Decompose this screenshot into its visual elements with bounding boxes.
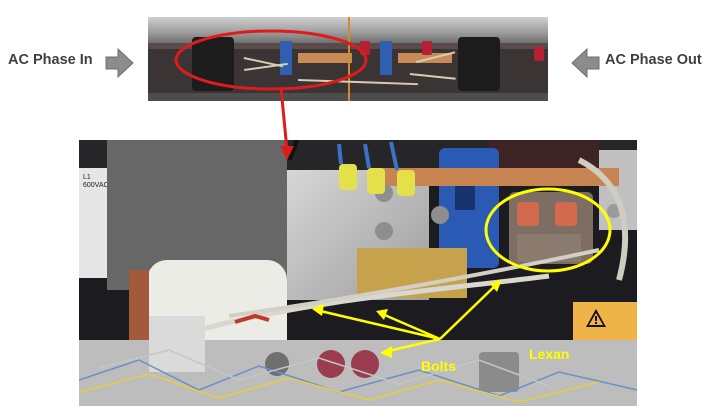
bolt-arrow (383, 337, 441, 354)
bolt-arrow (439, 282, 499, 340)
capacitor-top (317, 350, 345, 378)
copper-busbar (379, 168, 619, 186)
bolt-head (375, 222, 393, 240)
fuse-right (422, 41, 432, 55)
ring-terminal (339, 164, 357, 190)
busbar-overview-photo (148, 17, 548, 101)
ac-phase-in-label: AC Phase In (8, 52, 93, 68)
wire-harness (79, 140, 637, 403)
copper-coil-edge (129, 270, 149, 340)
connector-block (149, 316, 205, 372)
red-pointer-line (279, 87, 289, 151)
red-pointer-head (280, 146, 294, 160)
bolt-arrow-head (376, 309, 388, 320)
bolt-head (431, 206, 449, 224)
ring-terminal (367, 168, 385, 194)
arrow-left-icon (571, 47, 600, 79)
bolt-arrow-head (490, 279, 502, 292)
red-highlight-ellipse (174, 29, 368, 91)
ring-terminal (397, 170, 415, 196)
bolt-arrow-head (380, 346, 392, 358)
closeup-photo: L1 600VAC (79, 140, 637, 406)
busbar-left (298, 53, 352, 63)
bolt-arrow (379, 311, 441, 341)
warning-icon (586, 309, 606, 327)
fuse-edge (534, 47, 544, 61)
bolt-head (607, 204, 621, 218)
current-sensor-left (280, 41, 292, 75)
ac-phase-out-label: AC Phase Out (605, 52, 702, 68)
current-sensor-right (380, 41, 392, 75)
right-inductor (458, 37, 500, 91)
lexan-label: Lexan (529, 346, 570, 362)
bolt-arrow (315, 308, 441, 341)
fuse-left (360, 41, 370, 55)
orange-cable (348, 17, 350, 101)
bolt-arrow-head (312, 304, 324, 316)
bolts-label: Bolts (421, 358, 456, 374)
lexan-bolt (555, 202, 577, 226)
yellow-highlight-ellipse (484, 187, 612, 273)
arrow-right-icon (105, 47, 134, 79)
lexan-bolt (517, 202, 539, 226)
